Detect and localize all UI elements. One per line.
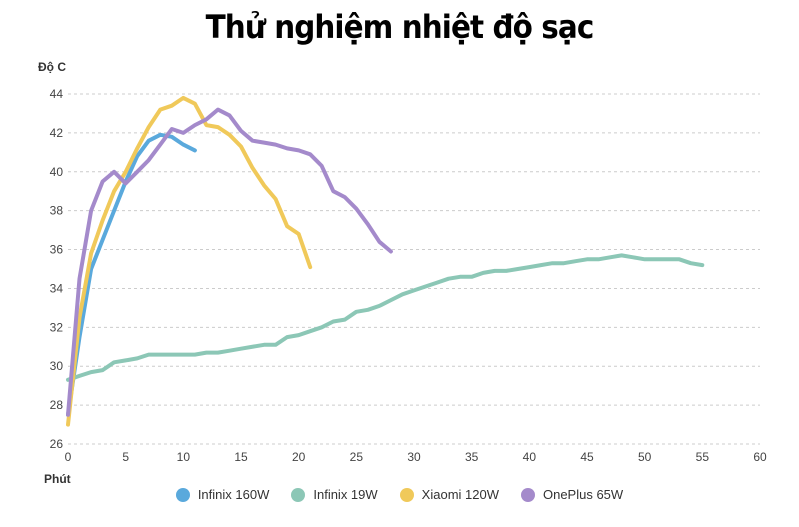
y-tick-label: 38 [50, 204, 64, 218]
x-tick-label: 40 [523, 450, 537, 464]
x-tick-label: 20 [292, 450, 306, 464]
x-axis-label: Phút [44, 472, 71, 486]
x-tick-label: 45 [580, 450, 594, 464]
y-tick-label: 42 [50, 126, 64, 140]
y-tick-label: 36 [50, 243, 64, 257]
axis-layer: 26 28 30 32 34 36 38 40 42 44 0 5 10 15 20 25 30 35 40 45 50… [50, 87, 767, 464]
series-line-oneplus-65w [66, 107, 393, 417]
chart-legend: Infinix 160W Infinix 19W Xiaomi 120W OnePlu… [0, 487, 799, 502]
x-tick-label: 5 [122, 450, 129, 464]
y-tick-label: 44 [50, 87, 64, 101]
legend-label: Xiaomi 120W [421, 487, 499, 502]
grid-layer [68, 93, 760, 445]
legend-label: Infinix 19W [313, 487, 378, 502]
legend-swatch [175, 487, 190, 502]
legend-label: Infinix 160W [197, 487, 270, 502]
legend-item: OnePlus 65W [520, 487, 624, 502]
legend-label: OnePlus 65W [542, 487, 624, 502]
x-tick-label: 10 [177, 450, 191, 464]
legend-swatch [399, 487, 414, 502]
y-tick-label: 40 [50, 165, 64, 179]
legend-item: Infinix 19W [291, 487, 378, 502]
y-tick-label: 28 [50, 398, 64, 412]
x-tick-label: 0 [65, 450, 72, 464]
x-tick-label: 25 [350, 450, 364, 464]
legend-swatch [520, 487, 535, 502]
y-tick-label: 26 [50, 437, 64, 451]
x-tick-label: 60 [753, 450, 767, 464]
y-tick-label: 30 [50, 359, 64, 373]
series-line-infinix-19w [66, 253, 705, 382]
series-layer [66, 95, 705, 427]
series-line-infinix-160w [66, 132, 197, 417]
y-tick-label: 32 [50, 320, 64, 334]
legend-item: Xiaomi 120W [399, 487, 499, 502]
x-tick-label: 55 [696, 450, 710, 464]
legend-item: Infinix 160W [175, 487, 270, 502]
y-tick-label: 34 [50, 281, 64, 295]
x-tick-label: 50 [638, 450, 652, 464]
y-axis-label: Độ C [38, 60, 66, 74]
x-tick-label: 35 [465, 450, 479, 464]
x-tick-label: 30 [407, 450, 421, 464]
legend-swatch [291, 487, 306, 502]
series-line-xiaomi-120w [66, 95, 313, 427]
chart-title: Thử nghiệm nhiệt độ sạc [205, 8, 595, 46]
x-tick-label: 15 [234, 450, 248, 464]
